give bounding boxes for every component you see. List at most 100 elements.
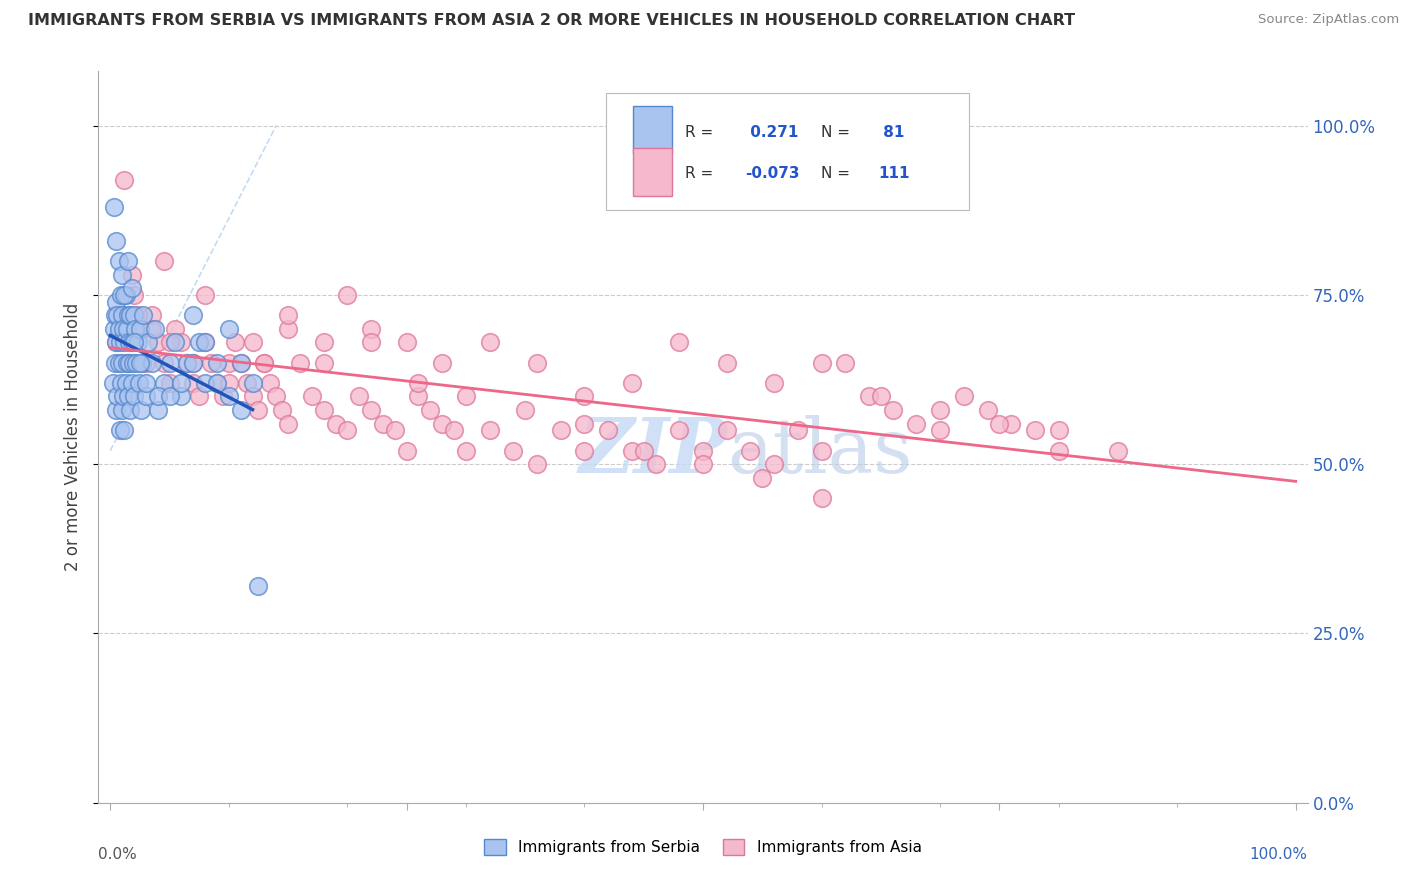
Point <box>205 355 228 369</box>
Point <box>633 443 655 458</box>
Point <box>122 308 145 322</box>
Point <box>988 417 1011 431</box>
Text: 100.0%: 100.0% <box>1250 847 1308 862</box>
Point <box>336 288 359 302</box>
Text: N =: N = <box>821 125 855 139</box>
Point <box>107 254 129 268</box>
Point <box>105 294 128 309</box>
Point <box>810 355 832 369</box>
Point <box>218 355 240 369</box>
Point <box>692 457 714 471</box>
Point <box>443 423 465 437</box>
Point <box>668 335 690 350</box>
Point <box>1047 423 1070 437</box>
Point <box>114 288 136 302</box>
Point <box>810 491 832 505</box>
Point <box>146 335 169 350</box>
Point <box>105 335 128 350</box>
Point <box>159 376 181 390</box>
Text: 0.271: 0.271 <box>745 125 799 139</box>
Point <box>432 355 454 369</box>
Point <box>129 322 152 336</box>
Point <box>574 443 596 458</box>
Point <box>205 376 228 390</box>
Point <box>271 403 294 417</box>
Point <box>740 443 762 458</box>
Point <box>194 376 217 390</box>
Point <box>312 403 335 417</box>
Point <box>371 417 394 431</box>
Point <box>114 172 136 186</box>
Point <box>336 423 359 437</box>
Point <box>259 376 281 390</box>
Point <box>952 389 974 403</box>
Point <box>247 403 270 417</box>
Point <box>159 335 181 350</box>
Point <box>111 308 134 322</box>
Point <box>143 322 166 336</box>
Point <box>526 457 548 471</box>
Point <box>347 389 370 403</box>
Point <box>360 322 382 336</box>
Point <box>277 417 299 431</box>
Point <box>136 335 159 350</box>
Point <box>111 308 134 322</box>
Point <box>312 355 335 369</box>
Point <box>478 423 501 437</box>
Point <box>247 579 270 593</box>
Point <box>235 376 257 390</box>
Point <box>188 335 211 350</box>
Point <box>114 376 136 390</box>
Point <box>122 389 145 403</box>
Text: 0.0%: 0.0% <box>98 847 138 862</box>
Point <box>1000 417 1022 431</box>
Point <box>105 389 128 403</box>
Point <box>181 376 204 390</box>
Point <box>120 403 142 417</box>
Point <box>253 355 276 369</box>
Text: 111: 111 <box>879 166 910 181</box>
Point <box>526 355 548 369</box>
Point <box>127 335 149 350</box>
Point <box>114 288 136 302</box>
Bar <box>633 148 672 195</box>
Point <box>121 355 143 369</box>
Point <box>105 234 128 248</box>
Point <box>115 322 138 336</box>
Point <box>384 423 406 437</box>
Point <box>976 403 998 417</box>
Point <box>107 355 129 369</box>
Point <box>277 322 299 336</box>
Point <box>574 417 596 431</box>
Point <box>212 389 235 403</box>
Point <box>200 355 222 369</box>
Point <box>620 443 643 458</box>
Point <box>170 389 193 403</box>
Point <box>229 403 252 417</box>
Point <box>103 200 125 214</box>
Legend: Immigrants from Serbia, Immigrants from Asia: Immigrants from Serbia, Immigrants from … <box>478 833 928 861</box>
Point <box>159 389 181 403</box>
Point <box>181 308 204 322</box>
Point <box>131 355 153 369</box>
Point <box>194 335 217 350</box>
Point <box>810 443 832 458</box>
Point <box>120 308 142 322</box>
Point <box>118 355 141 369</box>
Point <box>170 335 193 350</box>
Point <box>104 308 127 322</box>
Point <box>105 335 128 350</box>
Point <box>128 376 150 390</box>
Text: N =: N = <box>821 166 855 181</box>
Point <box>121 268 143 282</box>
Point <box>288 355 311 369</box>
Point <box>117 254 139 268</box>
Point <box>152 376 174 390</box>
Point <box>253 355 276 369</box>
Point <box>127 308 149 322</box>
Point <box>110 288 132 302</box>
Point <box>882 403 904 417</box>
Point <box>110 376 132 390</box>
Y-axis label: 2 or more Vehicles in Household: 2 or more Vehicles in Household <box>63 303 82 571</box>
Point <box>205 376 228 390</box>
